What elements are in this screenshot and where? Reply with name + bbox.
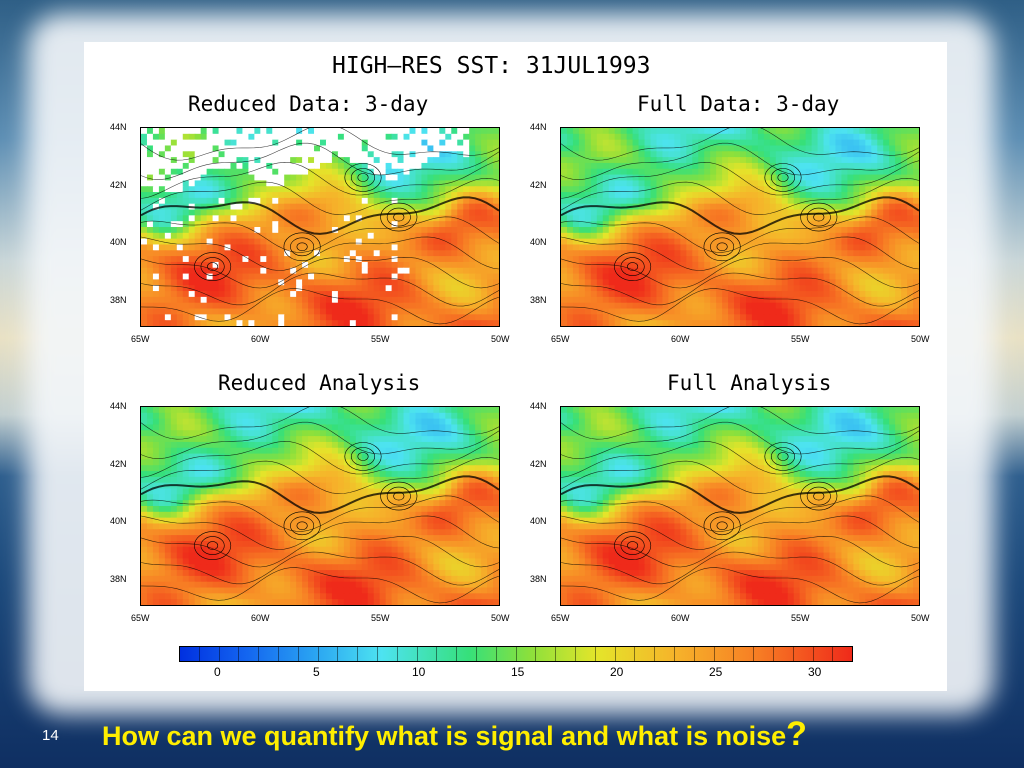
color-scale-cell — [239, 647, 260, 661]
sst-field — [141, 128, 499, 326]
lat-tick-label: 42N — [530, 458, 547, 469]
color-scale-cell — [576, 647, 596, 661]
color-scale-label: 30 — [808, 665, 822, 679]
color-scale-cell — [497, 647, 517, 661]
full-analysis-map — [560, 406, 920, 606]
color-scale-cell — [596, 647, 616, 661]
sst-field — [141, 407, 499, 605]
color-scale-cell — [358, 647, 378, 661]
sst-field — [561, 407, 919, 605]
lat-tick-label: 38N — [530, 294, 547, 305]
full-data-map — [560, 127, 920, 327]
color-scale-cell — [734, 647, 755, 661]
slide-number: 14 — [42, 727, 59, 744]
color-scale-cell — [814, 647, 834, 661]
color-scale-cell — [418, 647, 438, 661]
lon-tick-label: 65W — [131, 613, 150, 623]
reduced-data-title: Reduced Data: 3-day — [188, 92, 429, 116]
lat-tick-label: 44N — [110, 401, 127, 411]
lon-tick-label: 65W — [551, 613, 570, 623]
question-text: How can we quantify what is signal and w… — [102, 721, 787, 751]
question-mark: ? — [786, 715, 807, 753]
color-scale-cell — [279, 647, 299, 661]
color-scale-cell — [220, 647, 240, 661]
reduced-analysis-map — [140, 406, 500, 606]
lat-tick-label: 40N — [530, 516, 547, 526]
color-scale-cell — [794, 647, 814, 661]
color-scale-bar — [179, 646, 853, 662]
full-analysis-title: Full Analysis — [667, 371, 832, 395]
color-scale-cell — [536, 647, 557, 661]
color-scale-cell — [477, 647, 497, 661]
lon-tick-label: 50W — [491, 334, 510, 344]
color-scale-label: 0 — [214, 665, 221, 679]
lat-tick-label: 38N — [110, 573, 127, 584]
color-scale-cell — [833, 647, 852, 661]
color-scale-cell — [715, 647, 735, 661]
lon-tick-label: 55W — [791, 613, 810, 623]
color-scale-cell — [616, 647, 636, 661]
lon-tick-label: 60W — [251, 334, 270, 344]
color-scale-cell — [457, 647, 477, 661]
color-scale-cell — [675, 647, 695, 661]
color-scale-cell — [319, 647, 339, 661]
reduced-data-map — [140, 127, 500, 327]
slide-question: How can we quantify what is signal and w… — [102, 715, 807, 754]
lat-tick-label: 40N — [110, 516, 127, 526]
color-scale-cell — [378, 647, 398, 661]
lon-tick-label: 50W — [911, 334, 930, 344]
color-scale-label: 25 — [709, 665, 723, 679]
color-scale-cell — [398, 647, 418, 661]
lat-tick-label: 42N — [110, 458, 127, 469]
lon-tick-label: 50W — [491, 613, 510, 623]
color-scale-cell — [695, 647, 715, 661]
lon-tick-label: 60W — [671, 613, 690, 623]
color-scale-label: 20 — [610, 665, 624, 679]
color-scale-label: 15 — [511, 665, 525, 679]
color-scale-cell — [774, 647, 794, 661]
lat-tick-label: 40N — [110, 237, 127, 247]
lat-tick-label: 44N — [530, 401, 547, 411]
color-scale-label: 10 — [412, 665, 426, 679]
lat-tick-label: 40N — [530, 237, 547, 247]
lon-tick-label: 50W — [911, 613, 930, 623]
lon-tick-label: 60W — [251, 613, 270, 623]
lat-tick-label: 44N — [530, 122, 547, 132]
lon-tick-label: 60W — [671, 334, 690, 344]
color-scale-cell — [200, 647, 220, 661]
lat-tick-label: 42N — [530, 179, 547, 190]
color-scale-label: 5 — [313, 665, 320, 679]
full-data-title: Full Data: 3-day — [637, 92, 840, 116]
lon-tick-label: 55W — [791, 334, 810, 344]
color-scale-cell — [754, 647, 774, 661]
color-scale-cell — [556, 647, 576, 661]
sst-field — [561, 128, 919, 326]
color-scale-cell — [299, 647, 319, 661]
color-scale-cell — [655, 647, 675, 661]
color-scale-cell — [635, 647, 656, 661]
lon-tick-label: 65W — [131, 334, 150, 344]
reduced-analysis-title: Reduced Analysis — [218, 371, 421, 395]
color-scale-cell — [437, 647, 458, 661]
lon-tick-label: 65W — [551, 334, 570, 344]
figure-title: HIGH—RES SST: 31JUL1993 — [332, 53, 651, 79]
color-scale-cell — [180, 647, 200, 661]
color-scale-cell — [517, 647, 537, 661]
lon-tick-label: 55W — [371, 334, 390, 344]
lon-tick-label: 55W — [371, 613, 390, 623]
lat-tick-label: 42N — [110, 179, 127, 190]
lat-tick-label: 38N — [110, 294, 127, 305]
color-scale-cell — [338, 647, 359, 661]
lat-tick-label: 38N — [530, 573, 547, 584]
lat-tick-label: 44N — [110, 122, 127, 132]
color-scale-cell — [259, 647, 279, 661]
